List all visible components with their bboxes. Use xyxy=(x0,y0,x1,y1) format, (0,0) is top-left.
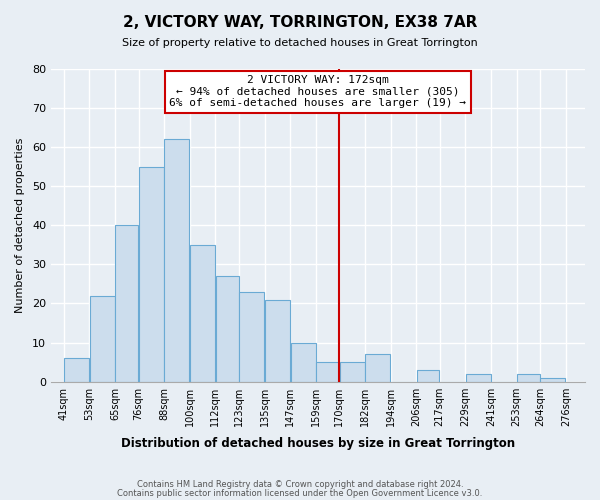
Bar xyxy=(340,362,365,382)
Bar xyxy=(190,245,215,382)
Text: Size of property relative to detached houses in Great Torrington: Size of property relative to detached ho… xyxy=(122,38,478,48)
Text: 2, VICTORY WAY, TORRINGTON, EX38 7AR: 2, VICTORY WAY, TORRINGTON, EX38 7AR xyxy=(123,15,477,30)
Bar xyxy=(64,358,89,382)
Bar xyxy=(365,354,390,382)
Bar xyxy=(416,370,439,382)
X-axis label: Distribution of detached houses by size in Great Torrington: Distribution of detached houses by size … xyxy=(121,437,515,450)
Bar xyxy=(115,226,138,382)
Bar xyxy=(139,166,164,382)
Bar xyxy=(216,276,239,382)
Text: Contains public sector information licensed under the Open Government Licence v3: Contains public sector information licen… xyxy=(118,488,482,498)
Bar xyxy=(164,140,190,382)
Y-axis label: Number of detached properties: Number of detached properties xyxy=(15,138,25,313)
Bar xyxy=(517,374,540,382)
Bar xyxy=(239,292,264,382)
Bar xyxy=(466,374,491,382)
Text: Contains HM Land Registry data © Crown copyright and database right 2024.: Contains HM Land Registry data © Crown c… xyxy=(137,480,463,489)
Bar xyxy=(316,362,339,382)
Bar xyxy=(90,296,115,382)
Bar xyxy=(265,300,290,382)
Text: 2 VICTORY WAY: 172sqm
← 94% of detached houses are smaller (305)
6% of semi-deta: 2 VICTORY WAY: 172sqm ← 94% of detached … xyxy=(169,76,466,108)
Bar xyxy=(541,378,565,382)
Bar xyxy=(290,342,316,382)
